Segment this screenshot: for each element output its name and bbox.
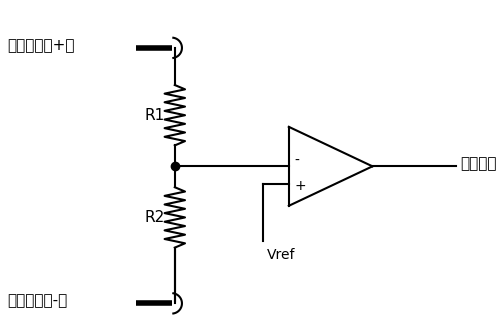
Text: -: - [294,154,299,168]
Text: Vref: Vref [267,248,295,262]
Text: R1: R1 [145,108,165,123]
Text: +: + [294,179,306,194]
Text: 掉电信号: 掉电信号 [461,156,497,172]
Text: 外部电源（+）: 外部电源（+） [8,38,75,53]
Text: 外部电源（-）: 外部电源（-） [8,294,68,309]
Text: R2: R2 [145,210,165,225]
